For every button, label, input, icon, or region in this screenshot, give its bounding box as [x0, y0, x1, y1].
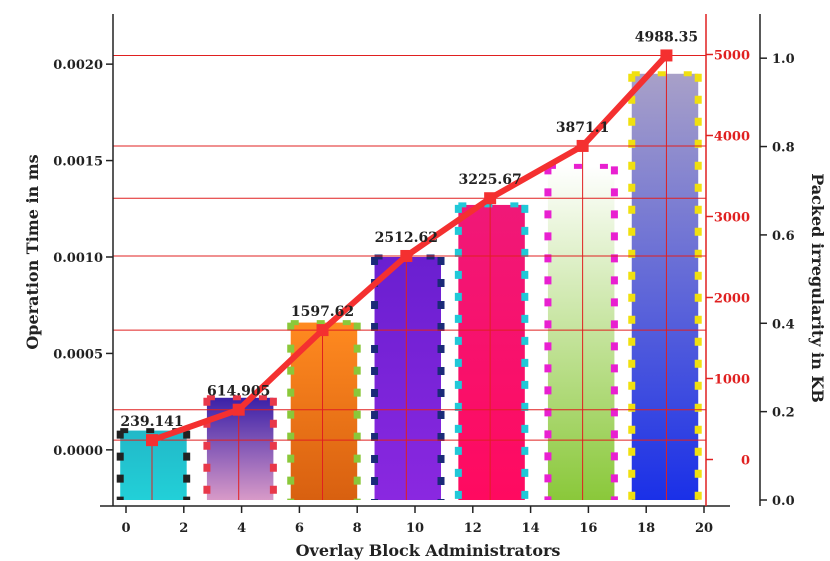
x-tick-label-6: 12: [464, 521, 482, 536]
bar-5: [547, 166, 615, 500]
bars-layer: [116, 71, 702, 501]
x-tick-label-3: 6: [295, 521, 304, 536]
right-tick-label-5: 1.0: [772, 52, 795, 67]
x-tick-label-5: 10: [406, 521, 424, 536]
line-point-3: [400, 249, 413, 262]
x-tick-label-1: 2: [179, 521, 188, 536]
grid-layer: [113, 54, 706, 500]
data-label-4: 3225.67: [458, 172, 521, 188]
left-tick-label-2: 0.0010: [53, 251, 103, 266]
left-tick-label-4: 0.0020: [53, 58, 103, 73]
line-point-5: [576, 139, 589, 152]
data-label-6: 4988.35: [635, 29, 698, 45]
x-tick-label-2: 4: [237, 521, 246, 536]
red-tick-label-0: 0: [741, 454, 750, 469]
left-axis-title: Operation Time in ms: [23, 154, 42, 349]
data-label-0: 239.141: [120, 414, 183, 430]
x-tick-label-8: 16: [579, 521, 597, 536]
data-label-2: 1597.62: [291, 304, 354, 320]
line-layer: [146, 49, 673, 447]
left-tick-label-0: 0.0000: [53, 444, 103, 459]
right-tick-label-2: 0.4: [772, 317, 795, 332]
line-point-2: [316, 324, 329, 337]
right-tick-label-4: 0.8: [772, 141, 795, 156]
red-tick-label-4: 4000: [714, 130, 750, 145]
red-tick-label-2: 2000: [714, 292, 750, 307]
line-point-4: [484, 192, 497, 205]
right-tick-label-1: 0.2: [772, 406, 795, 421]
bar-6: [631, 73, 699, 501]
x-tick-label-0: 0: [121, 521, 130, 536]
line-point-0: [146, 434, 159, 447]
right-axis-title: Packed irregularity in KB: [808, 173, 827, 403]
labels-layer: 239.141 614.905 1597.62 2512.62 3225.67 3871.…: [120, 29, 698, 430]
left-tick-label-1: 0.0005: [53, 347, 103, 362]
data-label-5: 3871.1: [556, 120, 610, 136]
x-tick-label-10: 20: [695, 521, 713, 536]
right-tick-label-0: 0.0: [772, 494, 795, 509]
left-tick-label-3: 0.0015: [53, 155, 103, 170]
x-tick-label-4: 8: [353, 521, 362, 536]
x-tick-label-7: 14: [522, 521, 540, 536]
line-point-6: [660, 49, 673, 62]
right-tick-label-3: 0.6: [772, 229, 795, 244]
x-axis-title: Overlay Block Administrators: [296, 541, 561, 560]
bar-4: [458, 204, 525, 500]
data-label-1: 614.905: [207, 384, 270, 400]
data-label-3: 2512.62: [375, 230, 438, 246]
bar-3: [374, 257, 442, 500]
red-tick-label-3: 3000: [714, 211, 750, 226]
x-tick-label-9: 18: [637, 521, 655, 536]
red-tick-label-5: 5000: [714, 49, 750, 64]
red-tick-label-1: 1000: [714, 373, 750, 388]
line-point-1: [232, 403, 245, 416]
